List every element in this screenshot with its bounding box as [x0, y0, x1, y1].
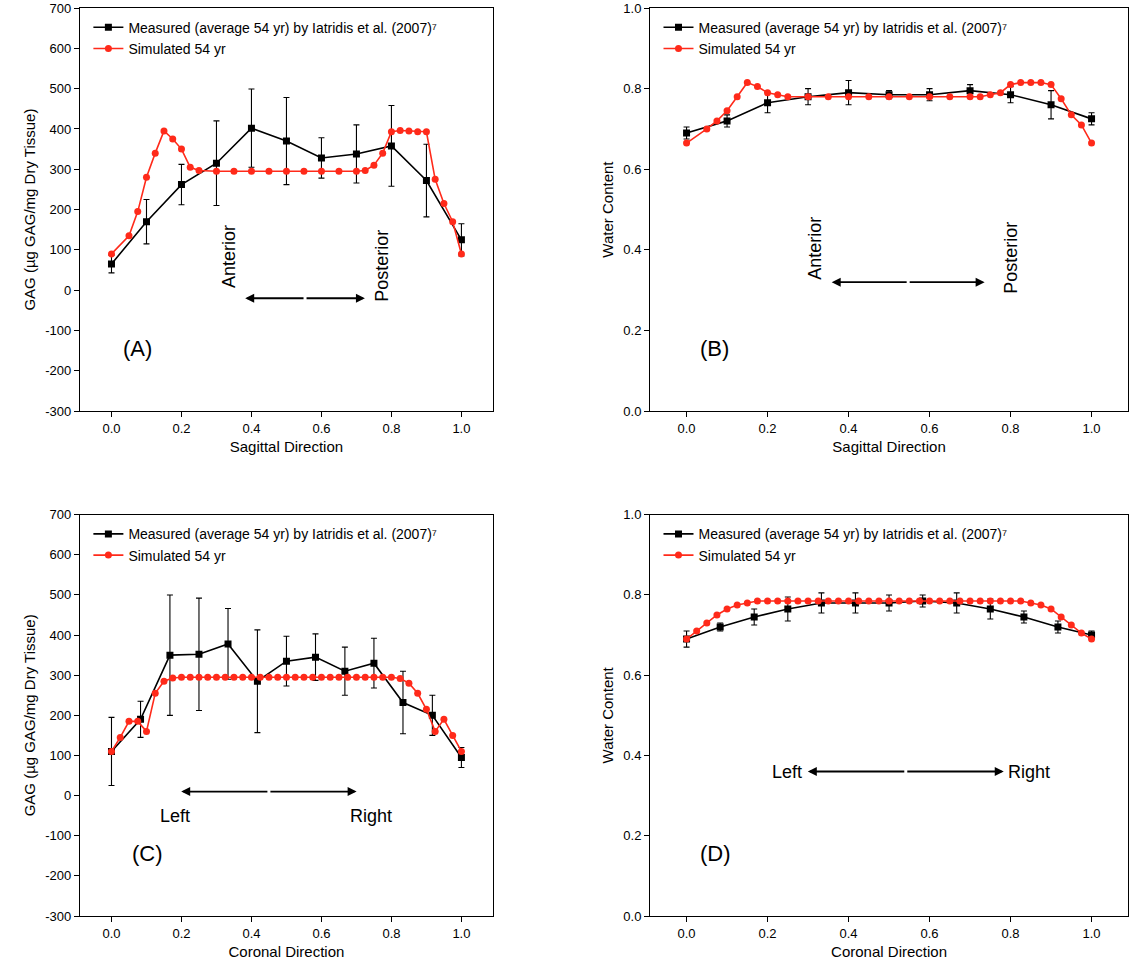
svg-text:0.8: 0.8	[1002, 421, 1020, 436]
svg-text:-200: -200	[45, 868, 71, 883]
svg-text:Posterior: Posterior	[372, 230, 392, 302]
svg-text:0.4: 0.4	[242, 926, 260, 941]
svg-text:0.2: 0.2	[759, 926, 777, 941]
svg-text:0.2: 0.2	[623, 323, 641, 338]
svg-text:400: 400	[50, 122, 72, 137]
svg-text:Left: Left	[160, 806, 190, 826]
svg-text:0.0: 0.0	[102, 926, 120, 941]
svg-text:-100: -100	[45, 828, 71, 843]
svg-text:Coronal Direction: Coronal Direction	[229, 943, 345, 960]
svg-text:0.6: 0.6	[312, 926, 330, 941]
svg-text:500: 500	[50, 587, 72, 602]
svg-text:Right: Right	[1008, 762, 1050, 782]
svg-text:(B): (B)	[700, 336, 729, 361]
svg-text:700: 700	[50, 507, 72, 522]
svg-text:0.0: 0.0	[623, 404, 641, 419]
svg-text:300: 300	[50, 668, 72, 683]
svg-text:700: 700	[50, 1, 72, 16]
svg-text:500: 500	[50, 81, 72, 96]
svg-text:Sagittal Direction: Sagittal Direction	[832, 438, 945, 455]
svg-text:600: 600	[50, 41, 72, 56]
svg-text:-100: -100	[45, 323, 71, 338]
svg-text:Posterior: Posterior	[1001, 222, 1021, 294]
svg-text:1.0: 1.0	[623, 507, 641, 522]
svg-text:0.8: 0.8	[623, 81, 641, 96]
svg-text:Measured (average 54 yr) by Ia: Measured (average 54 yr) by Iatridis et …	[698, 526, 1007, 542]
svg-text:0.0: 0.0	[678, 926, 696, 941]
svg-text:GAG (µg GAG/mg Dry Tissue): GAG (µg GAG/mg Dry Tissue)	[21, 614, 38, 816]
svg-text:0.4: 0.4	[840, 926, 858, 941]
svg-text:0: 0	[64, 283, 71, 298]
svg-text:Anterior: Anterior	[805, 217, 825, 280]
svg-text:600: 600	[50, 547, 72, 562]
svg-text:0.4: 0.4	[242, 421, 260, 436]
svg-text:0.2: 0.2	[759, 421, 777, 436]
svg-text:0.8: 0.8	[1002, 926, 1020, 941]
svg-text:Simulated 54 yr: Simulated 54 yr	[698, 41, 796, 57]
svg-text:Right: Right	[350, 806, 392, 826]
svg-text:Water Content: Water Content	[599, 666, 616, 763]
svg-text:Measured (average 54 yr) by Ia: Measured (average 54 yr) by Iatridis et …	[128, 20, 437, 36]
svg-text:0.4: 0.4	[623, 748, 641, 763]
svg-text:Simulated 54 yr: Simulated 54 yr	[128, 548, 226, 564]
svg-text:(C): (C)	[132, 841, 163, 866]
svg-text:GAG (µg GAG/mg Dry Tissue): GAG (µg GAG/mg Dry Tissue)	[21, 109, 38, 311]
svg-text:0.2: 0.2	[172, 421, 190, 436]
svg-text:0.2: 0.2	[172, 926, 190, 941]
svg-text:Sagittal Direction: Sagittal Direction	[230, 438, 343, 455]
svg-text:100: 100	[50, 748, 72, 763]
svg-text:(D): (D)	[700, 841, 731, 866]
svg-text:Coronal Direction: Coronal Direction	[831, 943, 947, 960]
svg-text:0.2: 0.2	[623, 828, 641, 843]
svg-text:0.0: 0.0	[623, 909, 641, 924]
svg-text:Measured (average 54 yr) by Ia: Measured (average 54 yr) by Iatridis et …	[698, 20, 1007, 36]
svg-text:0.8: 0.8	[623, 587, 641, 602]
svg-text:Left: Left	[772, 762, 802, 782]
svg-text:0.8: 0.8	[382, 421, 400, 436]
svg-text:0.0: 0.0	[678, 421, 696, 436]
svg-text:Water Content: Water Content	[599, 161, 616, 258]
svg-text:300: 300	[50, 162, 72, 177]
svg-text:Anterior: Anterior	[219, 225, 239, 288]
svg-text:0: 0	[64, 788, 71, 803]
svg-text:0.6: 0.6	[623, 668, 641, 683]
svg-text:1.0: 1.0	[1083, 421, 1101, 436]
svg-text:1.0: 1.0	[452, 926, 470, 941]
svg-text:100: 100	[50, 242, 72, 257]
svg-text:0.6: 0.6	[312, 421, 330, 436]
svg-text:0.0: 0.0	[102, 421, 120, 436]
svg-text:1.0: 1.0	[623, 1, 641, 16]
svg-text:0.4: 0.4	[623, 242, 641, 257]
svg-text:400: 400	[50, 628, 72, 643]
svg-text:1.0: 1.0	[1083, 926, 1101, 941]
svg-text:Simulated 54 yr: Simulated 54 yr	[128, 41, 226, 57]
svg-text:-200: -200	[45, 363, 71, 378]
svg-text:0.6: 0.6	[623, 162, 641, 177]
svg-text:(A): (A)	[123, 336, 152, 361]
svg-text:-300: -300	[45, 404, 71, 419]
svg-text:Measured (average 54 yr) by Ia: Measured (average 54 yr) by Iatridis et …	[128, 526, 437, 542]
svg-text:-300: -300	[45, 909, 71, 924]
svg-text:200: 200	[50, 202, 72, 217]
svg-text:0.8: 0.8	[382, 926, 400, 941]
svg-text:0.4: 0.4	[840, 421, 858, 436]
svg-text:0.6: 0.6	[921, 926, 939, 941]
svg-text:1.0: 1.0	[452, 421, 470, 436]
svg-text:0.6: 0.6	[921, 421, 939, 436]
svg-text:Simulated 54 yr: Simulated 54 yr	[698, 548, 796, 564]
svg-text:200: 200	[50, 708, 72, 723]
